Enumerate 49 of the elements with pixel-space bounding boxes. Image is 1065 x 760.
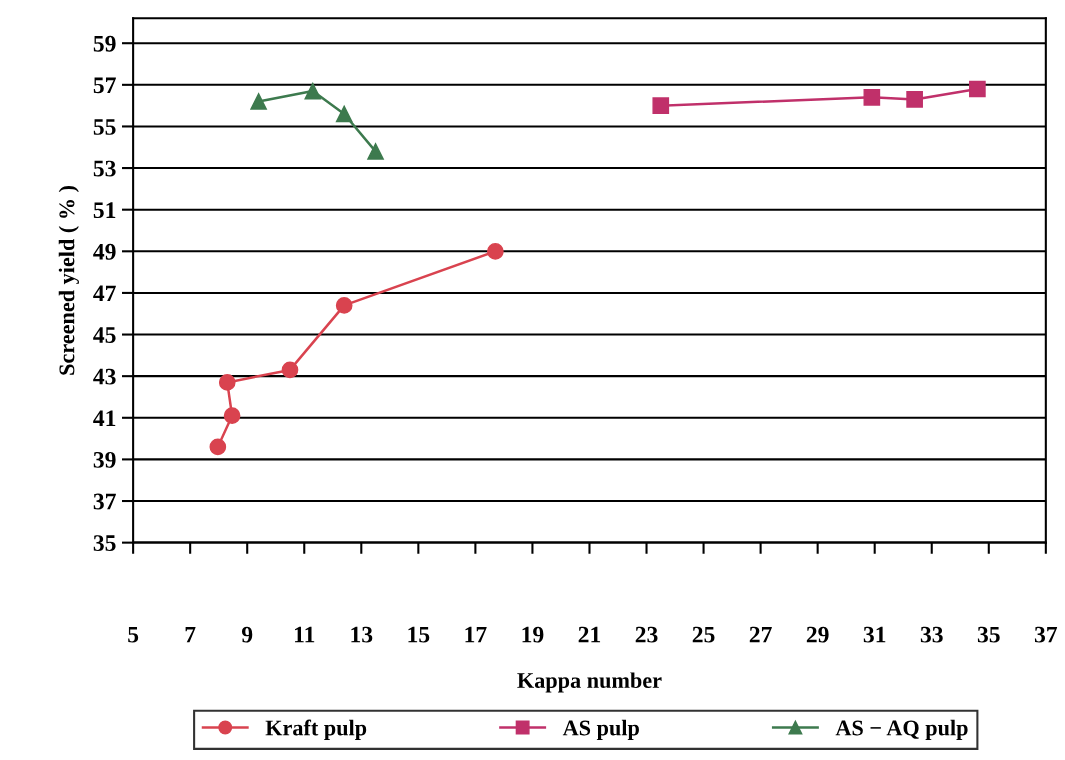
x-tick-label: 33 <box>920 626 943 643</box>
y-tick-label: 53 <box>93 160 116 177</box>
x-tick-label: 9 <box>241 626 253 643</box>
y-tick-label: 45 <box>93 327 116 343</box>
point <box>335 297 353 314</box>
point <box>367 143 384 160</box>
point <box>969 80 986 98</box>
y-tick-label: 59 <box>93 35 116 52</box>
point <box>304 82 322 100</box>
x-tick-label: 17 <box>465 626 487 643</box>
x-tick-label: 7 <box>185 626 196 643</box>
x-tick-label: 29 <box>806 626 829 643</box>
y-tick-label: 49 <box>93 243 116 260</box>
x-tick-label: 23 <box>635 626 658 643</box>
x-tick-label: 31 <box>863 626 886 643</box>
point <box>906 91 923 108</box>
legend-label: AS − AQ pulp <box>835 719 968 740</box>
x-tick-label: 37 <box>1034 626 1058 643</box>
x-tick-label: 21 <box>578 626 601 643</box>
x-tick-label: 5 <box>128 626 139 643</box>
legend-label: AS pulp <box>562 719 639 740</box>
y-tick-label: 43 <box>93 368 116 385</box>
x-tick-label: 25 <box>692 626 715 643</box>
point <box>250 93 267 110</box>
point <box>218 374 236 391</box>
point <box>335 105 353 123</box>
y-tick-label: 41 <box>93 410 116 426</box>
x-tick-label: 15 <box>408 626 430 643</box>
x-tick-label: 27 <box>749 626 772 643</box>
y-tick-label: 51 <box>93 202 116 219</box>
y-tick-label: 39 <box>93 451 116 468</box>
legend-label: Kraft pulp <box>265 719 367 740</box>
point <box>209 438 227 456</box>
point <box>281 361 299 379</box>
y-tick-label: 35 <box>93 535 116 552</box>
y-tick-label: 55 <box>93 119 116 135</box>
y-tick-label: 47 <box>93 285 116 302</box>
point <box>223 407 241 425</box>
point <box>863 88 881 106</box>
x-tick-label: 19 <box>522 626 544 643</box>
y-tick-label: 57 <box>93 77 116 94</box>
x-tick-label: 11 <box>294 626 315 643</box>
x-tick-label: 13 <box>351 626 373 643</box>
y-tick-label: 37 <box>93 493 116 510</box>
point <box>652 97 670 114</box>
x-axis-title: Kappa number <box>517 672 662 693</box>
y-axis-title: Screened yield ( % ) <box>58 185 79 375</box>
x-tick-label: 35 <box>977 626 1000 643</box>
point <box>487 242 504 260</box>
